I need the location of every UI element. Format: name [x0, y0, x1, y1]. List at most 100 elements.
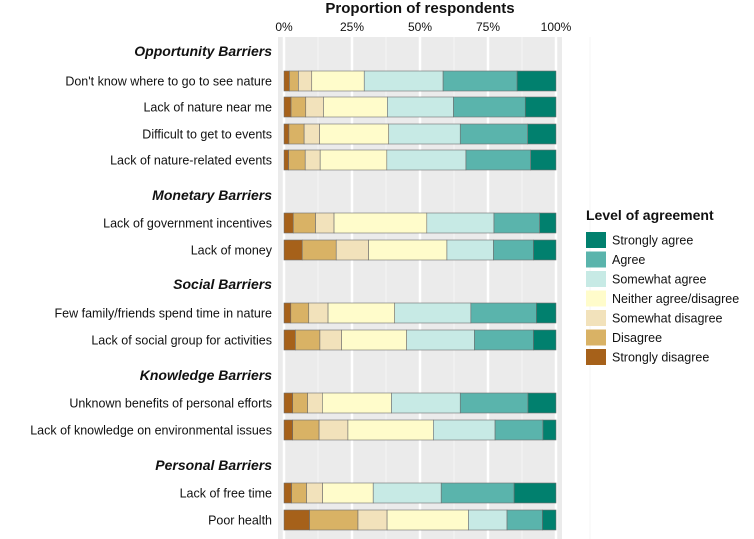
legend-label: Strongly disagree [612, 351, 709, 365]
bar-segment [530, 149, 557, 171]
bar-segment [433, 419, 496, 441]
bar-segment [283, 509, 310, 531]
x-tick-label: 50% [408, 20, 432, 34]
x-tick-label: 75% [476, 20, 500, 34]
bar-segment [347, 419, 434, 441]
bar-segment [363, 70, 444, 92]
bar-segment [493, 239, 534, 261]
legend-label: Somewhat disagree [612, 312, 723, 326]
row-label: Lack of money [191, 244, 273, 258]
bar-segment [283, 482, 292, 504]
bar-segment [539, 212, 557, 234]
bar-segment [292, 212, 316, 234]
bar-segment [426, 212, 495, 234]
bar-segment [283, 392, 294, 414]
bar-segment [465, 149, 532, 171]
row-label: Lack of government incentives [103, 217, 272, 231]
row-label: Don't know where to go to see nature [65, 75, 272, 89]
bar-segment [386, 509, 469, 531]
bar-segment [372, 482, 442, 504]
bar-segment [506, 509, 543, 531]
legend-swatch [586, 232, 606, 248]
bar-segment [394, 302, 472, 324]
bar-segment [459, 392, 529, 414]
bar-segment [333, 212, 428, 234]
bar-segment [283, 212, 294, 234]
row-label: Lack of social group for activities [91, 334, 272, 348]
bar-segment [493, 212, 540, 234]
bar-segment [527, 123, 557, 145]
legend-swatch [586, 349, 606, 365]
bar-segment [319, 149, 388, 171]
x-tick-label: 25% [340, 20, 364, 34]
legend-label: Somewhat agree [612, 273, 707, 287]
bar-segment [304, 149, 321, 171]
bar-segment [357, 509, 388, 531]
bar-segment [305, 96, 324, 118]
bar-segment [303, 123, 320, 145]
bar-segment [442, 70, 518, 92]
x-tick-label: 100% [541, 20, 572, 34]
bar-segment [283, 302, 292, 324]
bar-segment [533, 329, 557, 351]
bar-segment [288, 149, 306, 171]
bar-segment [459, 123, 529, 145]
bar-segment [474, 329, 534, 351]
bar-segment [524, 96, 557, 118]
legend-swatch [586, 290, 606, 307]
bar-segment [387, 96, 454, 118]
bar-segment [542, 419, 557, 441]
legend-swatch [586, 329, 606, 346]
legend-label: Agree [612, 253, 645, 267]
group-header: Knowledge Barriers [140, 367, 272, 383]
legend-label: Neither agree/disagree [612, 292, 739, 306]
x-tick-label: 0% [275, 20, 293, 34]
bar-segment [319, 123, 390, 145]
row-label: Few family/friends spend time in nature [55, 307, 273, 321]
bar-segment [283, 239, 303, 261]
bar-segment [440, 482, 515, 504]
bar-segment [292, 392, 308, 414]
bar-segment [446, 239, 494, 261]
bar-segment [311, 70, 365, 92]
bar-segment [290, 96, 307, 118]
bar-segment [283, 329, 296, 351]
bar-segment [308, 302, 329, 324]
bar-segment [318, 419, 349, 441]
row-label: Lack of nature near me [143, 101, 272, 115]
bar-segment [468, 509, 508, 531]
bar-segment [315, 212, 335, 234]
row-label: Lack of knowledge on environmental issue… [30, 424, 272, 438]
legend-title: Level of agreement [586, 207, 714, 223]
legend-swatch [586, 251, 606, 268]
bar-segment [283, 96, 292, 118]
bar-segment [323, 96, 388, 118]
bar-segment [453, 96, 526, 118]
row-label: Poor health [208, 514, 272, 528]
bar-segment [292, 419, 320, 441]
bar-segment [295, 329, 321, 351]
row-label: Difficult to get to events [142, 128, 272, 142]
bar-segment [306, 482, 323, 504]
legend-label: Strongly agree [612, 234, 693, 248]
chart-title: Proportion of respondents [325, 0, 514, 17]
bar-segment [494, 419, 544, 441]
bar-segment [368, 239, 448, 261]
row-label: Lack of nature-related events [110, 154, 272, 168]
bar-segment [516, 70, 557, 92]
bar-segment [307, 392, 323, 414]
bar-segment [322, 482, 374, 504]
bar-segment [406, 329, 475, 351]
bar-segment [291, 482, 307, 504]
group-header: Personal Barriers [155, 457, 272, 473]
bar-segment [283, 149, 289, 171]
bar-segment [290, 302, 310, 324]
bar-segment [386, 149, 467, 171]
group-header: Monetary Barriers [152, 187, 272, 203]
bar-segment [289, 70, 299, 92]
bar-segment [319, 329, 342, 351]
bar-segment [542, 509, 557, 531]
bar-segment [288, 123, 305, 145]
bar-segment [309, 509, 359, 531]
bar-segment [283, 123, 290, 145]
